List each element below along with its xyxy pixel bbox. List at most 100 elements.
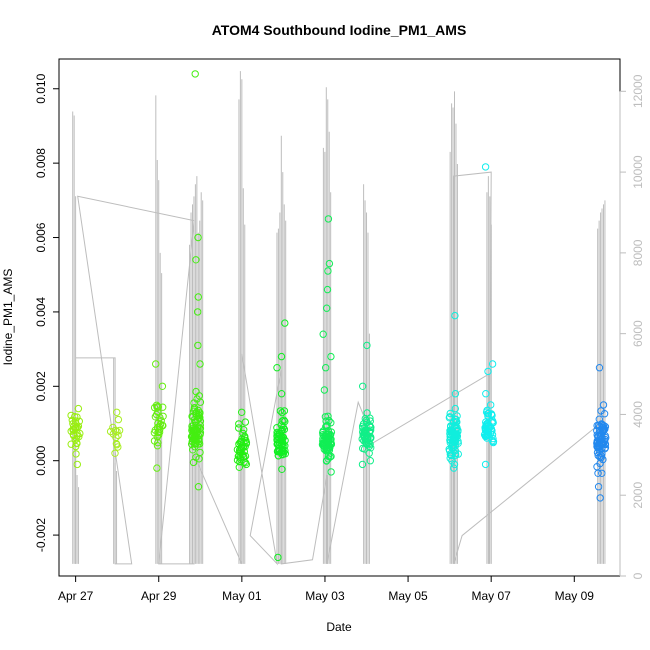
data-point: [73, 439, 81, 448]
data-point: [280, 416, 288, 424]
data-point: [76, 429, 84, 438]
data-point: [488, 419, 496, 427]
y-axis: -0.002 0.000 0.002 0.004 0.006 0.008 0.010: [34, 73, 60, 552]
data-point: [450, 460, 459, 469]
x-tick-label: May 07: [471, 589, 511, 603]
data-point: [363, 418, 371, 426]
data-point: [239, 443, 248, 451]
data-point: [323, 440, 331, 448]
x-tick-label: May 03: [305, 589, 345, 603]
data-point: [191, 432, 199, 440]
data-point: [597, 407, 605, 415]
data-point: [236, 453, 245, 462]
data-point: [484, 367, 492, 376]
data-point: [452, 427, 460, 435]
data-point: [452, 438, 460, 446]
data-point: [449, 422, 457, 430]
data-point: [488, 360, 497, 368]
data-point: [152, 360, 160, 368]
data-point: [154, 419, 162, 428]
data-point: [482, 390, 490, 398]
data-point: [320, 386, 329, 394]
data-point: [194, 233, 202, 242]
y-axis-label: Iodine_PM1_AMS: [1, 269, 15, 366]
data-point: [451, 311, 459, 320]
data-point: [274, 553, 282, 562]
data-point: [278, 465, 286, 473]
data-point: [235, 463, 244, 471]
data-point: [194, 406, 203, 415]
data-point: [481, 460, 490, 469]
data-point: [445, 447, 454, 455]
data-point: [196, 414, 204, 422]
data-point: [358, 460, 367, 469]
data-point: [73, 460, 82, 469]
data-point: [279, 448, 288, 456]
data-point: [598, 469, 606, 477]
data-point: [153, 423, 162, 432]
data-point: [359, 382, 367, 390]
data-point: [601, 440, 610, 449]
y-tick-label: 0.008: [34, 148, 48, 178]
data-point: [106, 427, 115, 436]
y2-tick-label: 4000: [631, 401, 645, 428]
data-point: [274, 452, 283, 460]
data-point: [276, 407, 285, 415]
data-point: [599, 401, 608, 409]
data-point: [72, 450, 80, 458]
data-point: [236, 458, 244, 466]
secondary-line: [75, 171, 602, 566]
data-point: [191, 417, 200, 426]
data-point: [274, 440, 282, 448]
x-tick-label: May 01: [222, 589, 262, 603]
data-point: [482, 408, 491, 416]
data-point: [150, 437, 159, 445]
data-point: [323, 285, 332, 294]
data-point: [113, 408, 121, 416]
data-point: [273, 440, 281, 448]
data-point: [594, 469, 602, 477]
data-point: [115, 426, 124, 435]
data-point: [279, 423, 288, 432]
data-point: [152, 401, 161, 409]
data-point: [111, 426, 120, 435]
data-point: [111, 449, 119, 457]
data-point: [74, 404, 83, 413]
data-point: [237, 444, 246, 452]
data-point: [445, 414, 454, 422]
data-point: [273, 364, 281, 372]
data-point: [71, 412, 79, 421]
data-point: [484, 412, 492, 420]
y2-tick-label: 8000: [631, 239, 645, 266]
data-point: [601, 435, 609, 444]
data-point: [454, 450, 462, 458]
data-point: [191, 70, 199, 78]
data-point: [241, 418, 250, 426]
data-point: [450, 464, 458, 472]
data-point: [189, 421, 198, 430]
data-point: [596, 494, 604, 502]
y-tick-label: 0.000: [34, 445, 48, 475]
secondary-series: [72, 71, 606, 566]
data-point: [75, 417, 84, 425]
y2-tick-label: 10000: [631, 155, 645, 189]
y-tick-label: -0.002: [34, 518, 48, 552]
data-point: [367, 433, 375, 441]
data-point: [595, 364, 604, 372]
data-point: [484, 431, 492, 439]
data-point: [194, 483, 203, 491]
data-point: [366, 426, 375, 434]
data-point: [196, 417, 205, 425]
data-point: [241, 432, 249, 441]
data-point: [365, 449, 373, 457]
data-point: [159, 421, 167, 430]
data-point: [189, 458, 198, 467]
data-point: [196, 429, 205, 437]
x-axis-label: Date: [326, 620, 352, 634]
data-point: [594, 483, 603, 491]
data-point: [327, 352, 335, 361]
data-point: [447, 451, 456, 460]
data-point: [242, 460, 251, 469]
data-point: [158, 382, 167, 390]
